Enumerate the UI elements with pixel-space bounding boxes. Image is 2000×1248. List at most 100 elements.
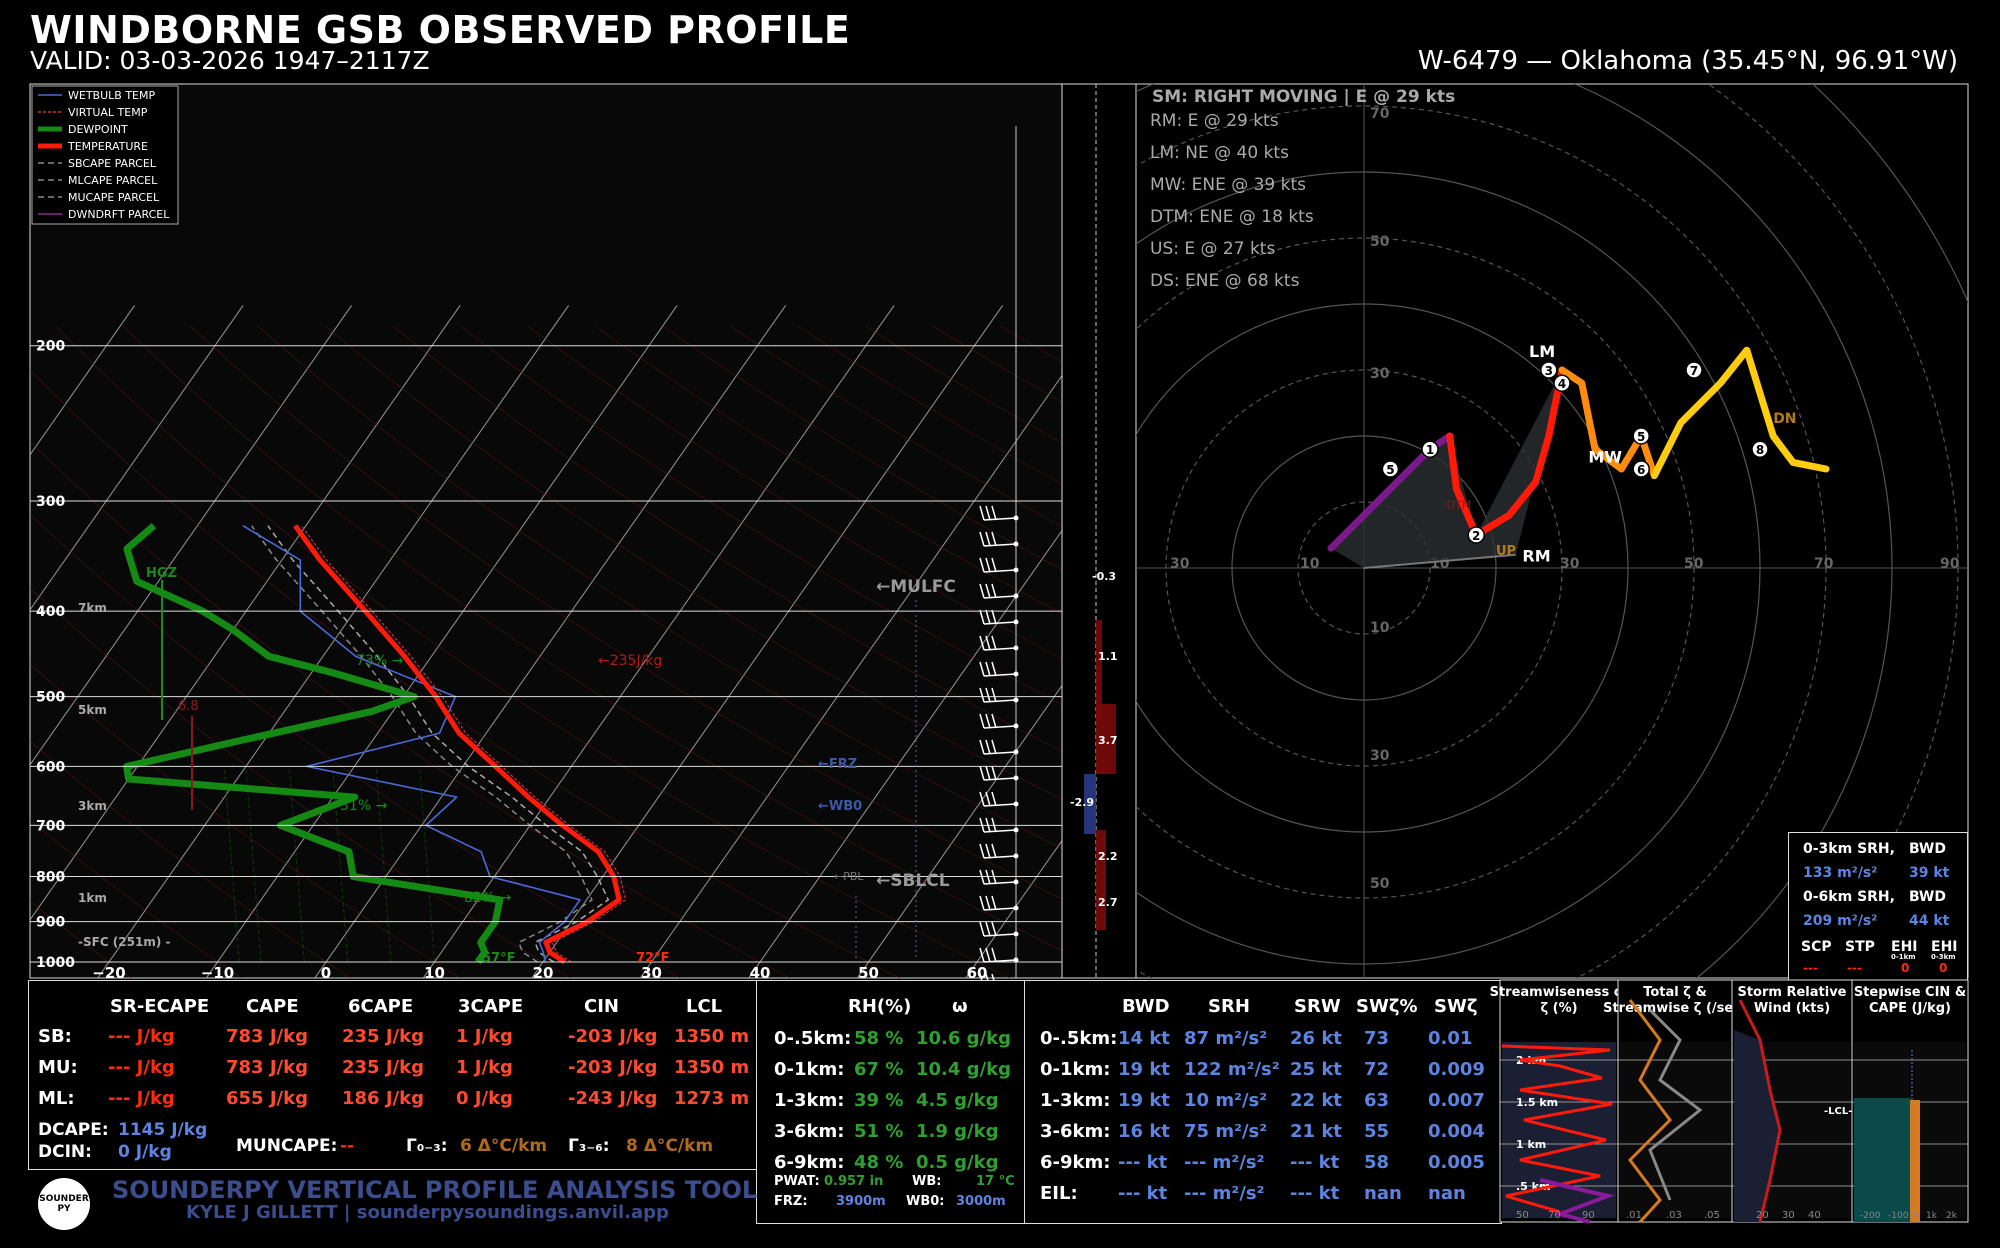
- rh-cell: 51 %: [854, 1121, 904, 1142]
- hodo-marker: [1421, 440, 1439, 458]
- thermo-cell: 1350 m: [674, 1026, 750, 1047]
- height-label: 5km: [78, 703, 107, 717]
- wind-barb: [979, 557, 1019, 573]
- isotherm-line: [30, 305, 136, 456]
- dry-adiabat: [594, 325, 1062, 615]
- barb-dot: [1013, 905, 1019, 911]
- barb-flag: [991, 635, 997, 651]
- wb0-label: WB0:: [906, 1194, 945, 1209]
- storm-motion-entry: US: E @ 27 kts: [1150, 239, 1275, 259]
- dcape-val: 6.8: [178, 699, 199, 714]
- omega-label: 2.2: [1098, 850, 1118, 863]
- moisture-table: RH(%) ω 0-.5km: 58 % 10.6 g/kg 0-1km: 67 % 10…: [756, 980, 1024, 1222]
- barb-flag: [985, 869, 991, 885]
- ehi1-sub: 0-1km: [1891, 953, 1916, 961]
- thermo-row-label: ML:: [38, 1088, 75, 1109]
- rh-annotation: 31% →: [340, 798, 388, 814]
- pressure-tick: 300: [36, 494, 65, 510]
- barb-dot: [1013, 619, 1019, 625]
- mlcape-parcel-line: [267, 525, 610, 963]
- isotherm-line: [314, 305, 787, 978]
- kin-cell: 26 kt: [1290, 1028, 1342, 1049]
- rm-vector: [1363, 553, 1516, 569]
- omega-bar: [1096, 704, 1116, 774]
- wind-barb: [979, 739, 1019, 755]
- mixing-ratio-cell: 10.6 g/kg: [916, 1028, 1011, 1049]
- kin-cell: 0.005: [1428, 1152, 1485, 1173]
- omega-label: -0.3: [1092, 570, 1116, 583]
- mw-label: MW: [1588, 447, 1622, 466]
- ehi1-label: EHI: [1891, 939, 1918, 955]
- hgz-label: HGZ: [146, 566, 177, 581]
- thermo-row-label: SB:: [38, 1026, 72, 1047]
- g36-value: 8 Δ°C/km: [626, 1136, 714, 1156]
- barb-flag: [979, 947, 985, 963]
- rh-cell: 48 %: [854, 1152, 904, 1173]
- kin-cell: 58: [1364, 1152, 1390, 1173]
- dry-adiabat: [527, 325, 1062, 660]
- thermo-table: SR-ECAPE CAPE 6CAPE 3CAPE CIN LCL SB: ---…: [28, 980, 756, 1168]
- valid-time: VALID: 03-03-2026 1947–2117Z: [30, 46, 430, 75]
- omega-label: 2.7: [1098, 896, 1118, 909]
- barb-flag: [985, 557, 991, 573]
- omega-bar: [1096, 830, 1106, 880]
- kin-cell: 21 kt: [1290, 1121, 1342, 1142]
- logo-text: SOUNDER PY: [39, 1194, 89, 1214]
- mixing-ratio-line: [223, 766, 240, 963]
- th-omega: ω: [952, 996, 968, 1017]
- dcin-label: DCIN:: [38, 1142, 92, 1162]
- ehi1-value: 0: [1901, 961, 1910, 975]
- wind-barb: [979, 869, 1019, 885]
- barb-dot: [1013, 749, 1019, 755]
- kin-cell: 63: [1364, 1090, 1390, 1111]
- thermo-cell: 1350 m: [674, 1057, 750, 1078]
- srh03-header: 0-3km SRH,: [1803, 841, 1895, 857]
- bwd06-header: BWD: [1909, 889, 1946, 905]
- barb-flag: [991, 843, 997, 859]
- barb-flag: [979, 791, 985, 807]
- skewt-plot: [30, 305, 1062, 978]
- barb-dot: [1013, 645, 1019, 651]
- wb-label: WB:: [912, 1174, 942, 1189]
- pressure-tick: 1000: [36, 955, 75, 971]
- hodo-ring-label: 30: [1370, 366, 1390, 382]
- kin-cell: 25 kt: [1290, 1059, 1342, 1080]
- barb-flag: [979, 661, 985, 677]
- hodo-marker-label: 4: [1558, 377, 1566, 391]
- kin-cell: 19 kt: [1118, 1059, 1170, 1080]
- temp-tick: 60: [967, 964, 988, 982]
- barb-dot: [1013, 697, 1019, 703]
- barb-flag: [991, 739, 997, 755]
- thermo-cell: --- J/kg: [108, 1026, 175, 1047]
- storm-motion-title: SM: RIGHT MOVING | E @ 29 kts: [1152, 87, 1455, 107]
- barb-flag: [979, 765, 985, 781]
- omega-label: 1.1: [1098, 650, 1118, 663]
- legend-entry: DEWPOINT: [68, 123, 128, 136]
- moisture-panel: [756, 980, 1026, 1224]
- kin-cell: 0.01: [1428, 1028, 1473, 1049]
- barb-flag: [985, 583, 991, 599]
- ehi3-label: EHI: [1931, 939, 1958, 955]
- storm-motion-entry: MW: ENE @ 39 kts: [1150, 175, 1306, 195]
- sfc-dewpoint-label: 57°F: [482, 951, 515, 966]
- g03-label: Γ₀₋₃:: [406, 1136, 448, 1156]
- ehi3-value: 0: [1939, 961, 1948, 975]
- height-label: -SFC (251m) -: [78, 935, 171, 949]
- thermo-panel: [28, 980, 758, 1170]
- wind-barb: [979, 791, 1019, 807]
- moisture-row-label: 0-1km:: [774, 1059, 845, 1080]
- omega-bar: [1084, 774, 1096, 834]
- barb-dot: [1013, 723, 1019, 729]
- barb-dot: [1013, 593, 1019, 599]
- mixing-ratio-cell: 0.5 g/kg: [916, 1152, 999, 1173]
- isotherm-line: [748, 529, 1062, 978]
- barb-dot: [1013, 801, 1019, 807]
- barb-flag: [991, 713, 997, 729]
- barb-flag: [979, 531, 985, 547]
- hodo-marker-label: 6: [1637, 463, 1645, 477]
- wind-barb: [979, 843, 1019, 859]
- barb-flag: [979, 869, 985, 885]
- th-rh: RH(%): [848, 996, 912, 1017]
- srh06-value: 209 m²/s²: [1803, 913, 1878, 929]
